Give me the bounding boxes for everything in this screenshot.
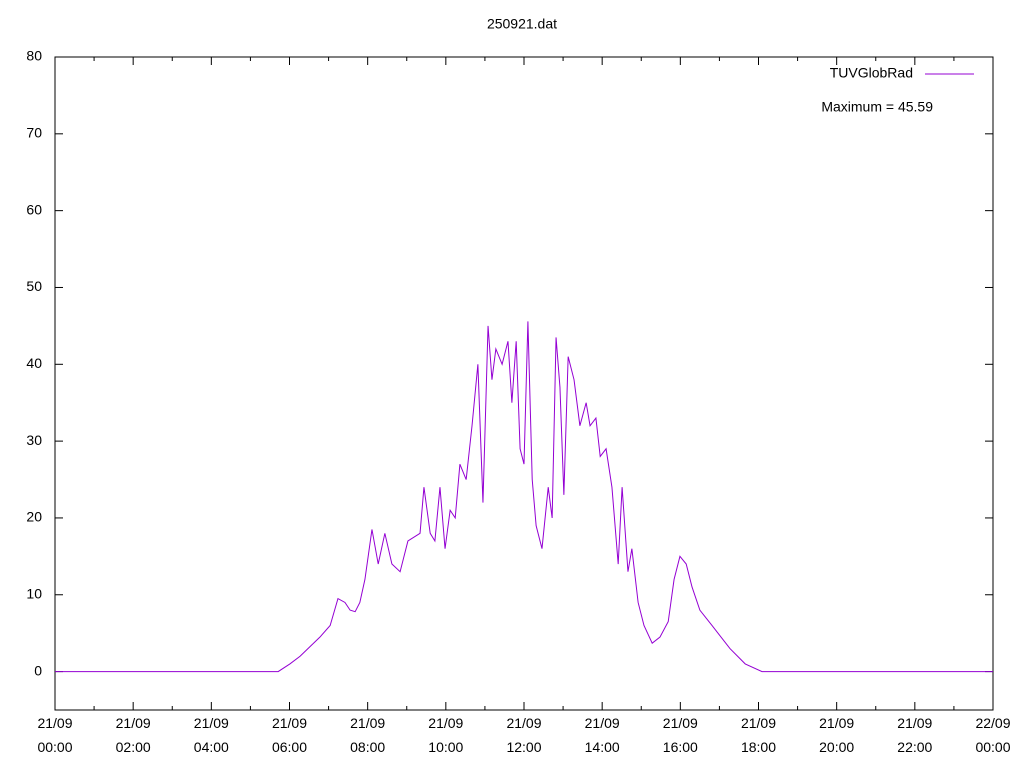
y-tick-label: 40 (26, 355, 42, 371)
y-tick-label: 50 (26, 278, 42, 294)
annotation: Maximum = 45.59 (821, 99, 933, 115)
x-tick-label: 21/09 04:00 (193, 715, 229, 755)
x-tick-label: 21/09 22:00 (897, 715, 933, 755)
y-tick-label: 60 (26, 201, 42, 217)
x-tick-label: 21/09 14:00 (584, 715, 620, 755)
x-tick-label: 21/09 06:00 (271, 715, 308, 755)
x-tick-label: 21/09 12:00 (506, 715, 542, 755)
y-tick-label: 30 (26, 432, 42, 448)
x-tick-label: 21/09 10:00 (428, 715, 464, 755)
y-tick-label: 20 (26, 509, 42, 525)
x-tick-label: 21/09 18:00 (740, 715, 777, 755)
plot-frame (54, 56, 994, 711)
x-tick-label: 21/09 00:00 (37, 715, 73, 755)
x-tick-label: 21/09 08:00 (350, 715, 386, 755)
x-tick-label: 22/09 00:00 (975, 715, 1011, 755)
x-tick-label: 21/09 02:00 (115, 715, 151, 755)
y-tick-label: 80 (26, 48, 42, 64)
x-tick-label: 21/09 20:00 (819, 715, 855, 755)
y-tick-label: 0 (34, 662, 42, 678)
series-line (55, 321, 993, 673)
chart-title: 250921.dat (487, 16, 557, 32)
y-tick-label: 70 (26, 125, 42, 141)
legend-label: TUVGlobRad (830, 65, 913, 81)
x-tick-label: 21/09 16:00 (662, 715, 698, 755)
y-tick-label: 10 (26, 585, 42, 601)
